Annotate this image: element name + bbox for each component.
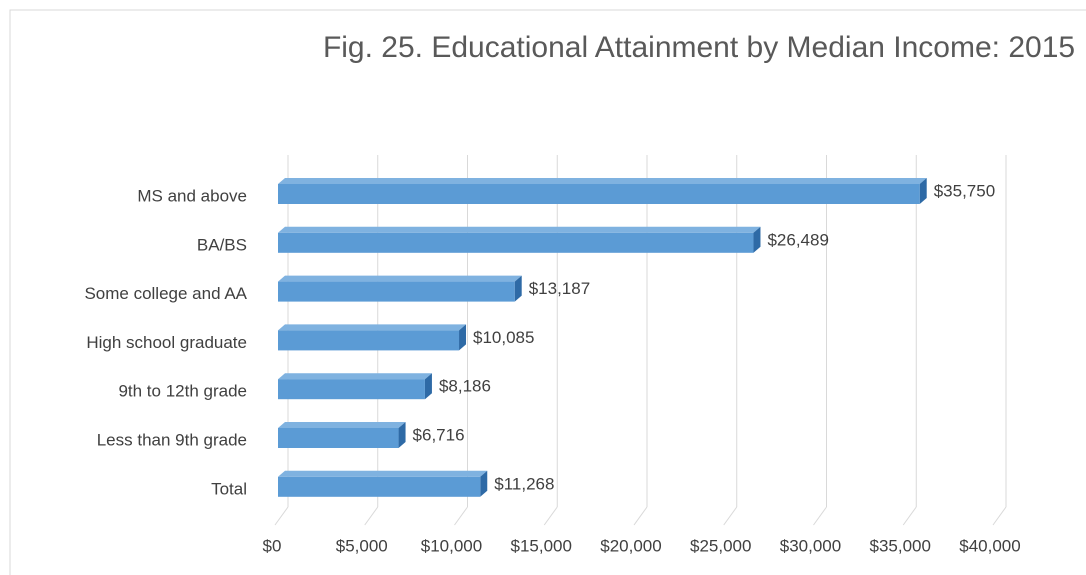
bar-side <box>753 226 761 253</box>
bar-top <box>278 324 467 331</box>
x-tick-label: $10,000 <box>421 536 482 555</box>
x-tick-label: $25,000 <box>690 536 751 555</box>
bar-side <box>919 178 927 204</box>
bar <box>278 476 481 497</box>
bar <box>278 428 399 448</box>
data-label: $26,489 <box>767 230 828 249</box>
x-tick-label: $5,000 <box>336 536 388 555</box>
bar-top <box>278 422 406 428</box>
grid-line-floor <box>902 506 917 526</box>
grid-line-floor <box>543 506 558 526</box>
bar-top <box>278 226 761 233</box>
grid-line-floor <box>633 506 648 526</box>
data-label: $35,750 <box>934 181 995 200</box>
grid-line-floor <box>364 506 379 526</box>
bar-top <box>278 275 522 282</box>
data-label: $8,186 <box>439 377 491 396</box>
grid-line-floor <box>992 506 1007 526</box>
data-label: $10,085 <box>473 328 534 347</box>
y-tick-label: 9th to 12th grade <box>118 382 247 401</box>
bar-side <box>398 422 406 448</box>
chart-title: Fig. 25. Educational Attainment by Media… <box>322 31 1076 64</box>
x-tick-label: $20,000 <box>600 536 661 555</box>
x-tick-label: $35,000 <box>870 536 931 555</box>
y-tick-label: BA/BS <box>197 235 247 254</box>
data-label: $11,268 <box>494 474 554 493</box>
bar <box>278 232 754 253</box>
data-label: $13,187 <box>529 279 590 298</box>
bar <box>278 184 920 204</box>
bar-top <box>278 470 488 477</box>
bar <box>278 379 425 400</box>
x-tick-label: $15,000 <box>511 536 572 555</box>
grid-line-floor <box>813 506 827 526</box>
grid-line-floor <box>723 506 738 526</box>
bar <box>278 281 515 302</box>
chart-border <box>9 9 1086 575</box>
grid-line-floor <box>454 506 468 526</box>
bar-top <box>278 373 432 380</box>
y-tick-label: High school graduate <box>86 333 247 352</box>
bar-side <box>480 470 488 497</box>
bar-side <box>459 324 467 351</box>
y-tick-label: MS and above <box>137 186 247 205</box>
x-tick-label: $0 <box>263 536 282 555</box>
y-tick-label: Some college and AA <box>84 284 247 303</box>
y-tick-label: Less than 9th grade <box>97 430 247 449</box>
x-tick-label: $30,000 <box>780 536 841 555</box>
bar-side <box>424 373 432 400</box>
y-tick-label: Total <box>211 479 247 498</box>
x-tick-label: $40,000 <box>959 536 1020 555</box>
grid-line-floor <box>274 506 289 526</box>
bar-side <box>514 275 522 302</box>
bar-top <box>278 178 927 184</box>
data-label: $6,716 <box>413 425 465 444</box>
bar <box>278 330 460 351</box>
